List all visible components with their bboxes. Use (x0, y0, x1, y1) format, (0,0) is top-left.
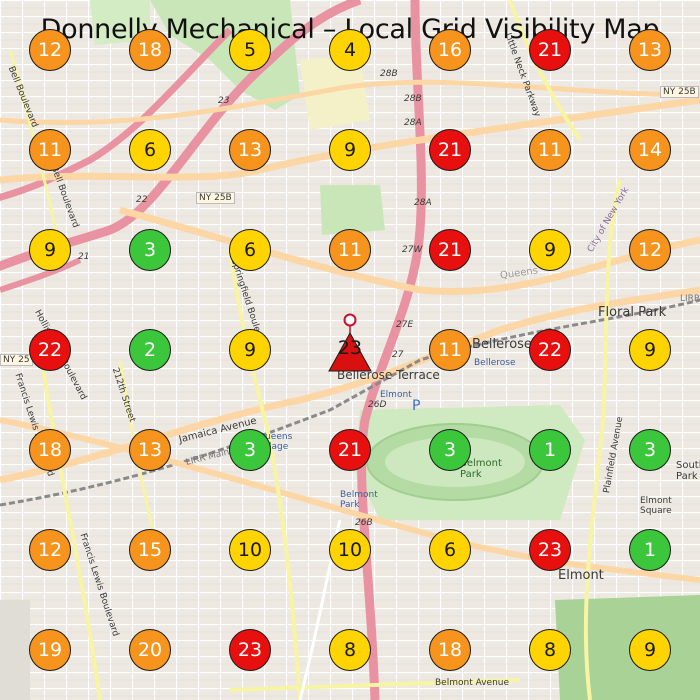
label-elmont-small: Elmont (380, 390, 412, 400)
label-exit-28a: 28A (404, 118, 422, 128)
grid-marker-r5-c1: 15 (129, 529, 171, 571)
grid-marker-r0-c5: 21 (529, 29, 571, 71)
label-exit-27: 27 (392, 350, 404, 360)
grid-marker-r2-c0: 9 (29, 229, 71, 271)
label-exit-26b: 26B (355, 518, 373, 528)
grid-marker-r2-c4: 21 (429, 229, 471, 271)
label-exit-21: 21 (78, 252, 90, 262)
grid-marker-r2-c6: 12 (629, 229, 671, 271)
grid-marker-r5-c4: 6 (429, 529, 471, 571)
grid-marker-r1-c3: 9 (329, 129, 371, 171)
label-exit-23: 23 (218, 96, 230, 106)
label-ny25b-a: NY 25B (660, 86, 699, 98)
grid-marker-r6-c0: 19 (29, 629, 71, 671)
label-south-floral: South Fl Park (676, 460, 700, 482)
grid-marker-r0-c1: 18 (129, 29, 171, 71)
grid-marker-r6-c6: 9 (629, 629, 671, 671)
parking-icon: P (412, 398, 421, 414)
label-ny25-left: NY 25 (0, 354, 33, 366)
grid-marker-r6-c2: 23 (229, 629, 271, 671)
label-queens-village: Queens Village (258, 432, 293, 452)
grid-marker-r1-c6: 14 (629, 129, 671, 171)
label-exit-28b: 28B (380, 69, 398, 79)
triangle-icon (328, 331, 372, 372)
grid-marker-r0-c4: 16 (429, 29, 471, 71)
grid-marker-r1-c4: 21 (429, 129, 471, 171)
grid-marker-r3-c2: 9 (229, 329, 271, 371)
label-bellerose-small: Bellerose (474, 358, 516, 368)
grid-marker-r6-c5: 8 (529, 629, 571, 671)
grid-marker-r3-c1: 2 (129, 329, 171, 371)
grid-marker-r1-c0: 11 (29, 129, 71, 171)
grid-marker-r1-c2: 13 (229, 129, 271, 171)
grid-marker-r0-c6: 13 (629, 29, 671, 71)
label-exit-26d: 26D (368, 400, 387, 410)
label-exit-28a2: 28A (414, 198, 432, 208)
grid-marker-r3-c6: 9 (629, 329, 671, 371)
grid-marker-r5-c2: 10 (229, 529, 271, 571)
label-exit-22: 22 (136, 195, 148, 205)
grid-marker-r6-c3: 8 (329, 629, 371, 671)
grid-marker-r1-c1: 6 (129, 129, 171, 171)
grid-marker-r0-c3: 4 (329, 29, 371, 71)
grid-marker-r4-c3: 21 (329, 429, 371, 471)
grid-marker-r4-c5: 1 (529, 429, 571, 471)
grid-marker-r1-c5: 11 (529, 129, 571, 171)
grid-marker-r3-c4: 11 (429, 329, 471, 371)
label-floral-park: Floral Park (598, 305, 667, 320)
grid-marker-r2-c1: 3 (129, 229, 171, 271)
target-cell-value: 23 (337, 337, 363, 359)
label-exit-27w: 27W (402, 245, 423, 255)
grid-marker-r3-c0: 22 (29, 329, 71, 371)
grid-marker-r5-c3: 10 (329, 529, 371, 571)
grid-marker-r5-c6: 1 (629, 529, 671, 571)
grid-marker-r4-c4: 3 (429, 429, 471, 471)
grid-marker-r5-c5: 23 (529, 529, 571, 571)
grid-marker-r4-c6: 3 (629, 429, 671, 471)
label-bellerose: Bellerose (472, 337, 532, 352)
grid-marker-r2-c2: 6 (229, 229, 271, 271)
grid-marker-r2-c3: 11 (329, 229, 371, 271)
label-elmont: Elmont (558, 568, 604, 583)
grid-marker-r6-c4: 18 (429, 629, 471, 671)
grid-marker-r4-c0: 18 (29, 429, 71, 471)
grid-marker-r0-c0: 12 (29, 29, 71, 71)
grid-marker-r4-c2: 3 (229, 429, 271, 471)
grid-marker-r4-c1: 13 (129, 429, 171, 471)
label-belmont-avenue: Belmont Avenue (435, 678, 510, 688)
label-belmont-park-small: Belmont Park (340, 490, 378, 510)
grid-marker-r5-c0: 12 (29, 529, 71, 571)
grid-marker-r3-c5: 22 (529, 329, 571, 371)
label-exit-28b2: 28B (404, 94, 422, 104)
label-exit-27e: 27E (396, 320, 414, 330)
grid-marker-r2-c5: 9 (529, 229, 571, 271)
grid-marker-r0-c2: 5 (229, 29, 271, 71)
label-belmont-park: Belmont Park (460, 458, 502, 480)
grid-marker-r6-c1: 20 (129, 629, 171, 671)
label-elmont-square: Elmont Square (640, 496, 672, 516)
label-ny25b-b: NY 25B (196, 192, 235, 204)
label-lirr-right: LIRR (680, 294, 700, 304)
